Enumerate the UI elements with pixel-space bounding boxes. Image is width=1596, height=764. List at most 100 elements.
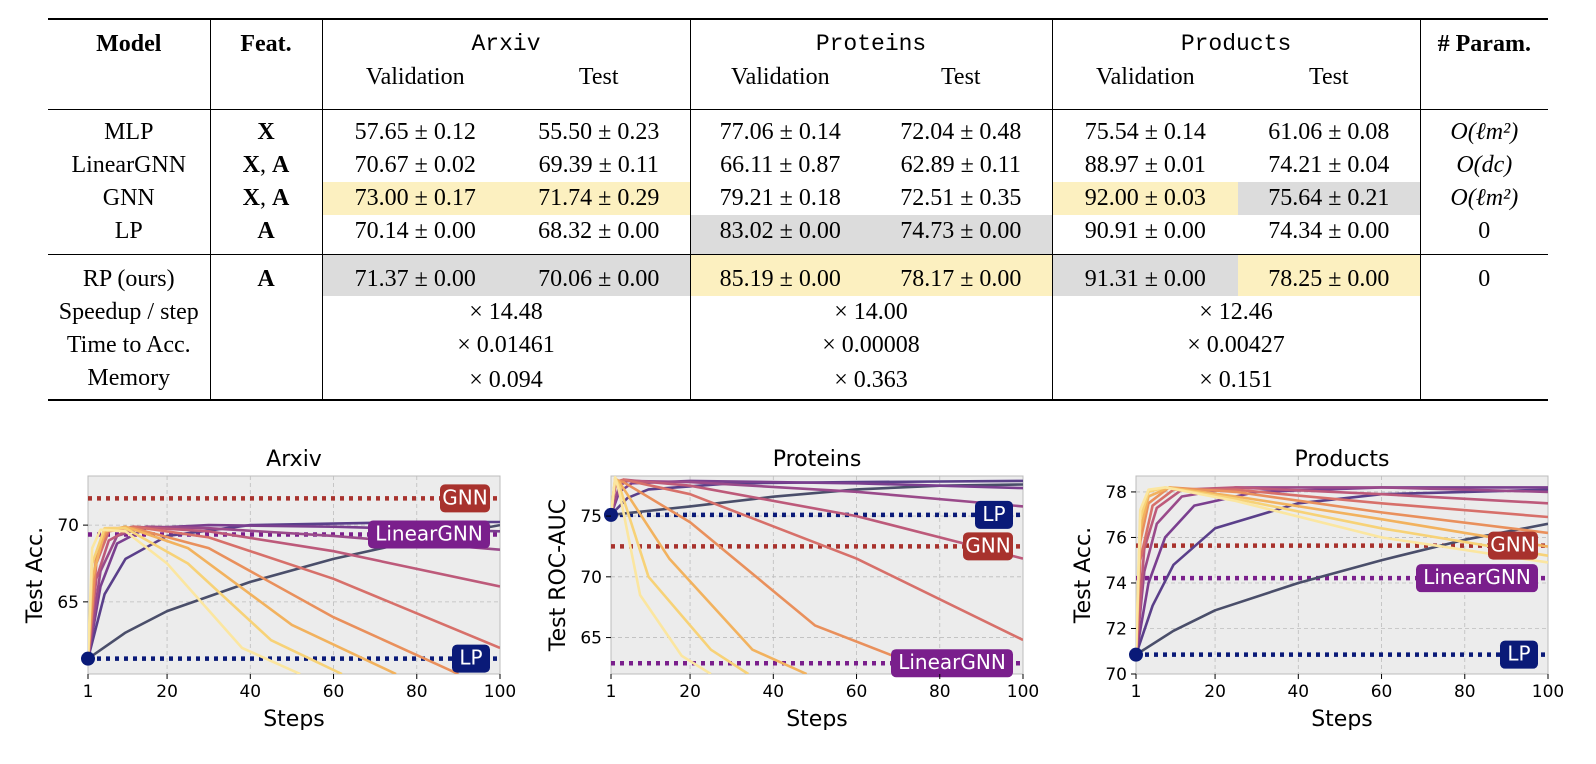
table-row: LP A 70.14 ± 0.00 68.32 ± 0.00 83.02 ± 0.00 7… [48, 215, 1549, 255]
feature-cell: X, A [210, 182, 323, 215]
score-cell: 83.02 ± 0.00 [690, 215, 871, 255]
y-tick-label: 65 [57, 593, 79, 613]
extra-feat-blank [210, 362, 323, 401]
extra-value: × 0.01461 [322, 329, 691, 362]
arxiv-plot: GNN LinearGNN LP 1 20 40 60 80 100 65 70 Arxiv Steps… [23, 447, 516, 730]
badge-label-lineargnn: LinearGNN [898, 650, 1006, 674]
badge-label-lineargnn: LinearGNN [1423, 565, 1531, 589]
param-cell: O(ℓm²) [1450, 185, 1519, 211]
score-cell: 75.54 ± 0.14 [1084, 119, 1206, 145]
header-validation: Validation [690, 61, 871, 110]
x-tick-label: 20 [679, 682, 701, 702]
plot-background [87, 475, 501, 675]
badge-lineargnn [368, 520, 490, 549]
badge-label-gnn: GNN [442, 485, 487, 509]
score-cell: 72.04 ± 0.48 [870, 109, 1053, 149]
y-tick-label: 70 [1105, 665, 1127, 685]
training-curve [1136, 486, 1548, 655]
header-validation: Validation [322, 61, 508, 110]
training-curve [1136, 522, 1548, 656]
score-cell: 78.17 ± 0.00 [870, 254, 1053, 296]
rp-row: RP (ours) A 71.37 ± 0.00 70.06 ± 0.00 85.19 … [48, 254, 1548, 296]
score-cell: 70.67 ± 0.02 [354, 152, 476, 178]
x-tick-label: 20 [156, 682, 178, 702]
y-axis-label: Test Acc. [1071, 527, 1096, 624]
extra-row: Time to Acc. × 0.01461 × 0.00008 × 0.00427 [48, 329, 1548, 362]
badge-lp [1500, 640, 1538, 669]
extra-param-blank [1420, 362, 1549, 401]
badge-label-lp: LP [982, 502, 1005, 526]
score-cell: 70.14 ± 0.00 [322, 215, 508, 255]
score-cell: 55.50 ± 0.23 [508, 109, 691, 149]
header-test: Test [870, 61, 1053, 110]
x-axis-label: Steps [786, 707, 848, 730]
products-plot: GNN LinearGNN LP 1 20 40 60 80 100 70 72 74 76 78 Prod… [1071, 447, 1564, 730]
extra-param-blank [1420, 296, 1548, 329]
badge-lineargnn [891, 649, 1013, 678]
badge-label-lp: LP [459, 646, 482, 670]
badge-label-gnn: GNN [965, 533, 1010, 557]
x-axis-label: Steps [1311, 707, 1373, 730]
extra-value: × 0.151 [1052, 362, 1421, 401]
y-tick-label: 70 [580, 568, 602, 588]
proteins-plot: LP GNN LinearGNN 1 20 40 60 80 100 65 70 75 Proteins… [546, 447, 1039, 730]
badge-lp [975, 500, 1013, 529]
x-axis-label: Steps [263, 707, 325, 730]
score-cell: 88.97 ± 0.01 [1084, 152, 1206, 178]
header-dataset-products: Products [1052, 18, 1421, 61]
feature-cell: A [210, 254, 323, 296]
extra-value: × 14.48 [322, 296, 691, 329]
score-cell: 92.00 ± 0.03 [1052, 182, 1239, 215]
score-cell: 71.37 ± 0.00 [322, 254, 508, 296]
x-tick-label: 100 [1007, 682, 1039, 702]
model-name: GNN [48, 182, 211, 215]
y-axis-label: Test Acc. [23, 527, 48, 624]
score-cell: 85.19 ± 0.00 [690, 254, 871, 296]
x-tick-label: 40 [762, 682, 784, 702]
score-cell: 69.39 ± 0.11 [508, 149, 691, 182]
header-params: # Param. [1420, 18, 1549, 61]
y-tick-label: 76 [1105, 528, 1127, 548]
extra-value: × 0.00427 [1052, 329, 1421, 362]
x-tick-label: 80 [1454, 682, 1476, 702]
x-tick-label: 80 [406, 682, 428, 702]
start-point-marker [604, 507, 618, 522]
score-cell: 79.21 ± 0.18 [719, 185, 841, 211]
badge-lineargnn [1416, 564, 1538, 593]
badge-gnn [440, 484, 490, 513]
header-model-blank [48, 61, 211, 110]
score-cell: 70.06 ± 0.00 [508, 254, 691, 296]
x-tick-label: 40 [239, 682, 261, 702]
score-cell: 62.89 ± 0.11 [870, 149, 1053, 182]
x-tick-label: 1 [83, 682, 94, 702]
training-curve [611, 476, 712, 674]
feature-cell: X [210, 109, 323, 149]
extra-row: Memory × 0.094 × 0.363 × 0.151 [48, 362, 1549, 401]
extra-param-blank [1420, 329, 1548, 362]
plot-content [611, 476, 1023, 674]
header-params-blank [1420, 61, 1549, 110]
y-tick-label: 78 [1105, 483, 1127, 503]
extra-value: × 12.46 [1052, 296, 1421, 329]
plot-title: Arxiv [266, 447, 322, 472]
model-name: MLP [48, 109, 211, 149]
x-tick-label: 60 [323, 682, 345, 702]
y-tick-label: 72 [1105, 619, 1127, 639]
score-cell: 78.25 ± 0.00 [1238, 254, 1421, 296]
feature-cell: A [210, 215, 323, 255]
start-point-marker [81, 651, 95, 666]
extra-value: × 0.363 [690, 362, 1053, 401]
param-cell: O(ℓm²) [1450, 119, 1519, 145]
y-tick-label: 74 [1105, 574, 1127, 594]
score-cell: 90.91 ± 0.00 [1052, 215, 1239, 255]
extra-row: Speedup / step × 14.48 × 14.00 × 12.46 [48, 296, 1548, 329]
training-curve [88, 528, 301, 674]
score-cell: 74.73 ± 0.00 [870, 215, 1053, 255]
table-row: GNN X, A 73.00 ± 0.17 71.74 ± 0.29 79.21 ± 0… [48, 182, 1548, 215]
y-tick-label: 70 [57, 516, 79, 536]
plot-title: Products [1295, 447, 1390, 472]
table-row: LinearGNN X, A 70.67 ± 0.02 69.39 ± 0.11 66.… [48, 149, 1548, 182]
extra-feat-blank [210, 296, 323, 329]
score-cell: 91.31 ± 0.00 [1052, 254, 1239, 296]
extra-feat-blank [210, 329, 323, 362]
